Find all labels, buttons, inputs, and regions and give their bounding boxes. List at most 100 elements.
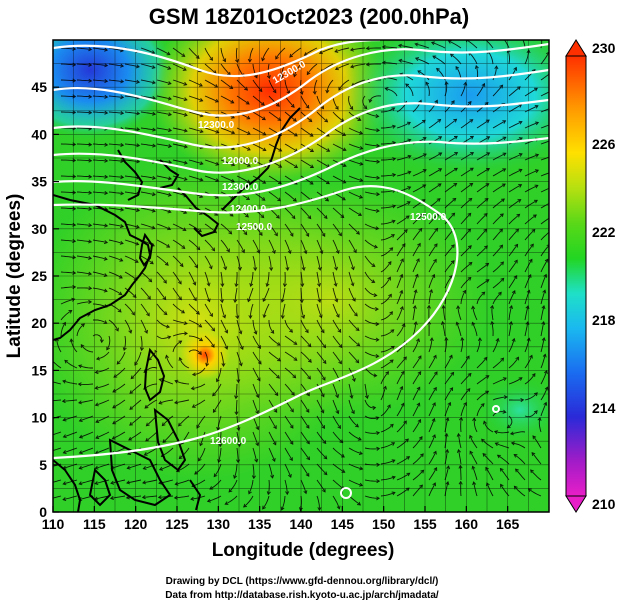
- streamline: [492, 152, 507, 161]
- streamline-arrowhead: [357, 436, 362, 441]
- streamline-arrowhead: [162, 439, 167, 443]
- streamline: [92, 334, 103, 343]
- streamline-arrowhead: [94, 385, 99, 390]
- streamline: [188, 127, 204, 133]
- streamline-arrowhead: [177, 280, 182, 285]
- streamline-arrowhead: [534, 104, 539, 109]
- streamline-arrowhead: [88, 158, 93, 163]
- streamline-arrowhead: [422, 153, 427, 158]
- streamline-arrowhead: [534, 199, 538, 204]
- streamline: [492, 377, 507, 385]
- streamline-arrowhead: [199, 442, 204, 447]
- streamline-arrowhead: [484, 198, 489, 202]
- streamline: [204, 175, 219, 182]
- streamline-arrowhead: [432, 482, 436, 487]
- streamline: [188, 255, 198, 268]
- streamline-arrowhead: [276, 374, 280, 379]
- streamline-arrowhead: [494, 442, 499, 447]
- streamline-arrowhead: [292, 117, 297, 122]
- streamline-arrowhead: [129, 390, 134, 394]
- streamline-arrowhead: [419, 484, 423, 489]
- streamline: [522, 40, 526, 49]
- streamline-arrowhead: [262, 505, 266, 510]
- streamline-arrowhead: [275, 214, 280, 219]
- streamline: [412, 419, 421, 433]
- streamline-arrowhead: [134, 361, 138, 366]
- streamline: [172, 303, 185, 314]
- streamline-arrowhead: [103, 320, 108, 324]
- streamline-arrowhead: [131, 311, 135, 316]
- streamline-arrowhead: [277, 197, 282, 202]
- streamline: [268, 463, 274, 478]
- streamline-arrowhead: [413, 289, 418, 294]
- streamline-arrowhead: [88, 271, 93, 276]
- streamline: [252, 111, 266, 120]
- streamline-arrowhead: [135, 241, 140, 246]
- streamline: [348, 383, 353, 399]
- streamline: [524, 305, 529, 321]
- streamline-arrowhead: [183, 128, 188, 133]
- streamline: [156, 191, 172, 196]
- streamline: [332, 175, 346, 184]
- streamline-arrowhead: [403, 420, 407, 425]
- streamline: [145, 431, 158, 442]
- streamline: [364, 335, 379, 341]
- streamline-arrowhead: [502, 136, 507, 141]
- streamline-arrowhead: [95, 356, 101, 361]
- streamline: [492, 396, 508, 401]
- streamline: [316, 303, 323, 318]
- streamline-arrowhead: [244, 86, 249, 91]
- streamline-arrowhead: [120, 159, 125, 164]
- streamline-arrowhead: [115, 327, 119, 332]
- streamline: [94, 495, 110, 500]
- streamline: [508, 338, 515, 353]
- y-tick-label: 10: [31, 410, 47, 426]
- streamline: [76, 191, 92, 194]
- colorbar-tick-label: 226: [592, 136, 616, 152]
- streamline-arrowhead: [291, 391, 295, 396]
- contour-label: 12000.0: [222, 156, 259, 167]
- streamline-arrowhead: [407, 138, 412, 143]
- streamline-arrowhead: [438, 152, 443, 157]
- streamline-arrowhead: [518, 153, 523, 157]
- streamline: [380, 404, 391, 417]
- streamline: [412, 153, 427, 161]
- streamline: [268, 367, 280, 379]
- streamline-arrowhead: [494, 65, 499, 70]
- streamline: [380, 205, 396, 209]
- streamline: [332, 127, 346, 136]
- streamline: [53, 399, 62, 402]
- streamline: [76, 127, 92, 130]
- streamline-arrowhead: [72, 190, 77, 195]
- streamline-arrowhead: [375, 416, 380, 421]
- streamline-arrowhead: [47, 497, 50, 500]
- streamline-arrowhead: [246, 196, 251, 200]
- streamline-arrowhead: [529, 354, 533, 359]
- streamline: [348, 95, 354, 110]
- streamline-arrowhead: [544, 258, 549, 263]
- streamline-arrowhead: [481, 438, 485, 443]
- typhoon-warm-core: [180, 330, 230, 380]
- streamline: [332, 447, 345, 458]
- y-tick-label: 15: [31, 362, 47, 378]
- streamline: [284, 255, 289, 271]
- streamline-arrowhead: [280, 315, 285, 320]
- streamline: [469, 451, 478, 465]
- streamline-arrowhead: [416, 258, 420, 263]
- streamline: [140, 127, 156, 131]
- streamline: [524, 355, 533, 369]
- streamline: [116, 351, 126, 365]
- streamline: [428, 355, 437, 369]
- streamline-arrowhead: [334, 266, 339, 271]
- streamline-arrowhead: [142, 466, 147, 470]
- streamline-arrowhead: [399, 305, 404, 310]
- streamline-arrowhead: [381, 45, 386, 50]
- streamline: [444, 417, 449, 433]
- streamline: [442, 321, 446, 337]
- streamline-arrowhead: [104, 174, 109, 179]
- streamline: [217, 415, 222, 431]
- streamline-arrowhead: [69, 338, 74, 343]
- streamline: [60, 207, 76, 210]
- streamline: [300, 127, 314, 137]
- streamline: [508, 377, 523, 385]
